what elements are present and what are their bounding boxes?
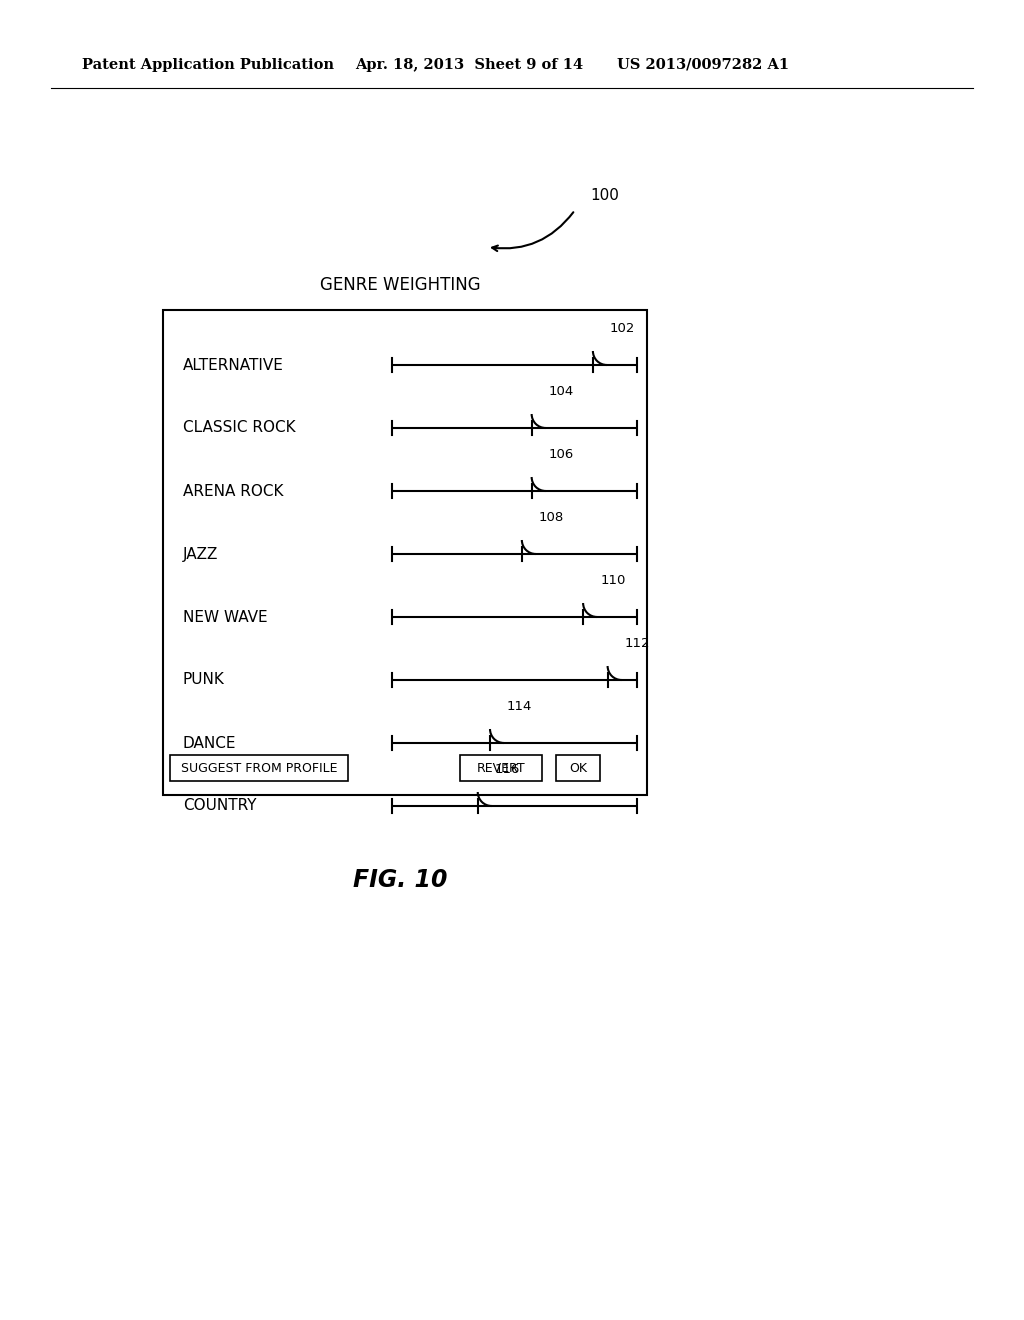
Text: 106: 106 bbox=[549, 447, 573, 461]
Text: 102: 102 bbox=[610, 322, 635, 335]
Text: REVERT: REVERT bbox=[477, 762, 525, 775]
Text: ARENA ROCK: ARENA ROCK bbox=[183, 483, 284, 499]
Text: 108: 108 bbox=[539, 511, 564, 524]
Text: SUGGEST FROM PROFILE: SUGGEST FROM PROFILE bbox=[181, 762, 337, 775]
Text: NEW WAVE: NEW WAVE bbox=[183, 610, 267, 624]
Text: 114: 114 bbox=[507, 700, 532, 713]
Text: CLASSIC ROCK: CLASSIC ROCK bbox=[183, 421, 296, 436]
Text: DANCE: DANCE bbox=[183, 735, 237, 751]
Text: Patent Application Publication: Patent Application Publication bbox=[82, 58, 334, 73]
Text: OK: OK bbox=[569, 762, 587, 775]
Text: GENRE WEIGHTING: GENRE WEIGHTING bbox=[319, 276, 480, 294]
Text: COUNTRY: COUNTRY bbox=[183, 799, 256, 813]
Text: PUNK: PUNK bbox=[183, 672, 225, 688]
Bar bbox=[556, 755, 600, 781]
Text: 116: 116 bbox=[495, 763, 520, 776]
Text: JAZZ: JAZZ bbox=[183, 546, 218, 561]
Bar bbox=[163, 310, 647, 795]
Text: 112: 112 bbox=[625, 638, 650, 649]
Text: 104: 104 bbox=[549, 385, 573, 399]
Bar bbox=[460, 755, 542, 781]
Text: ALTERNATIVE: ALTERNATIVE bbox=[183, 358, 284, 372]
Text: Apr. 18, 2013  Sheet 9 of 14: Apr. 18, 2013 Sheet 9 of 14 bbox=[355, 58, 583, 73]
Text: 100: 100 bbox=[590, 187, 618, 202]
Bar bbox=[170, 755, 348, 781]
Text: FIG. 10: FIG. 10 bbox=[352, 869, 447, 892]
Text: US 2013/0097282 A1: US 2013/0097282 A1 bbox=[617, 58, 790, 73]
Text: 110: 110 bbox=[600, 574, 626, 587]
